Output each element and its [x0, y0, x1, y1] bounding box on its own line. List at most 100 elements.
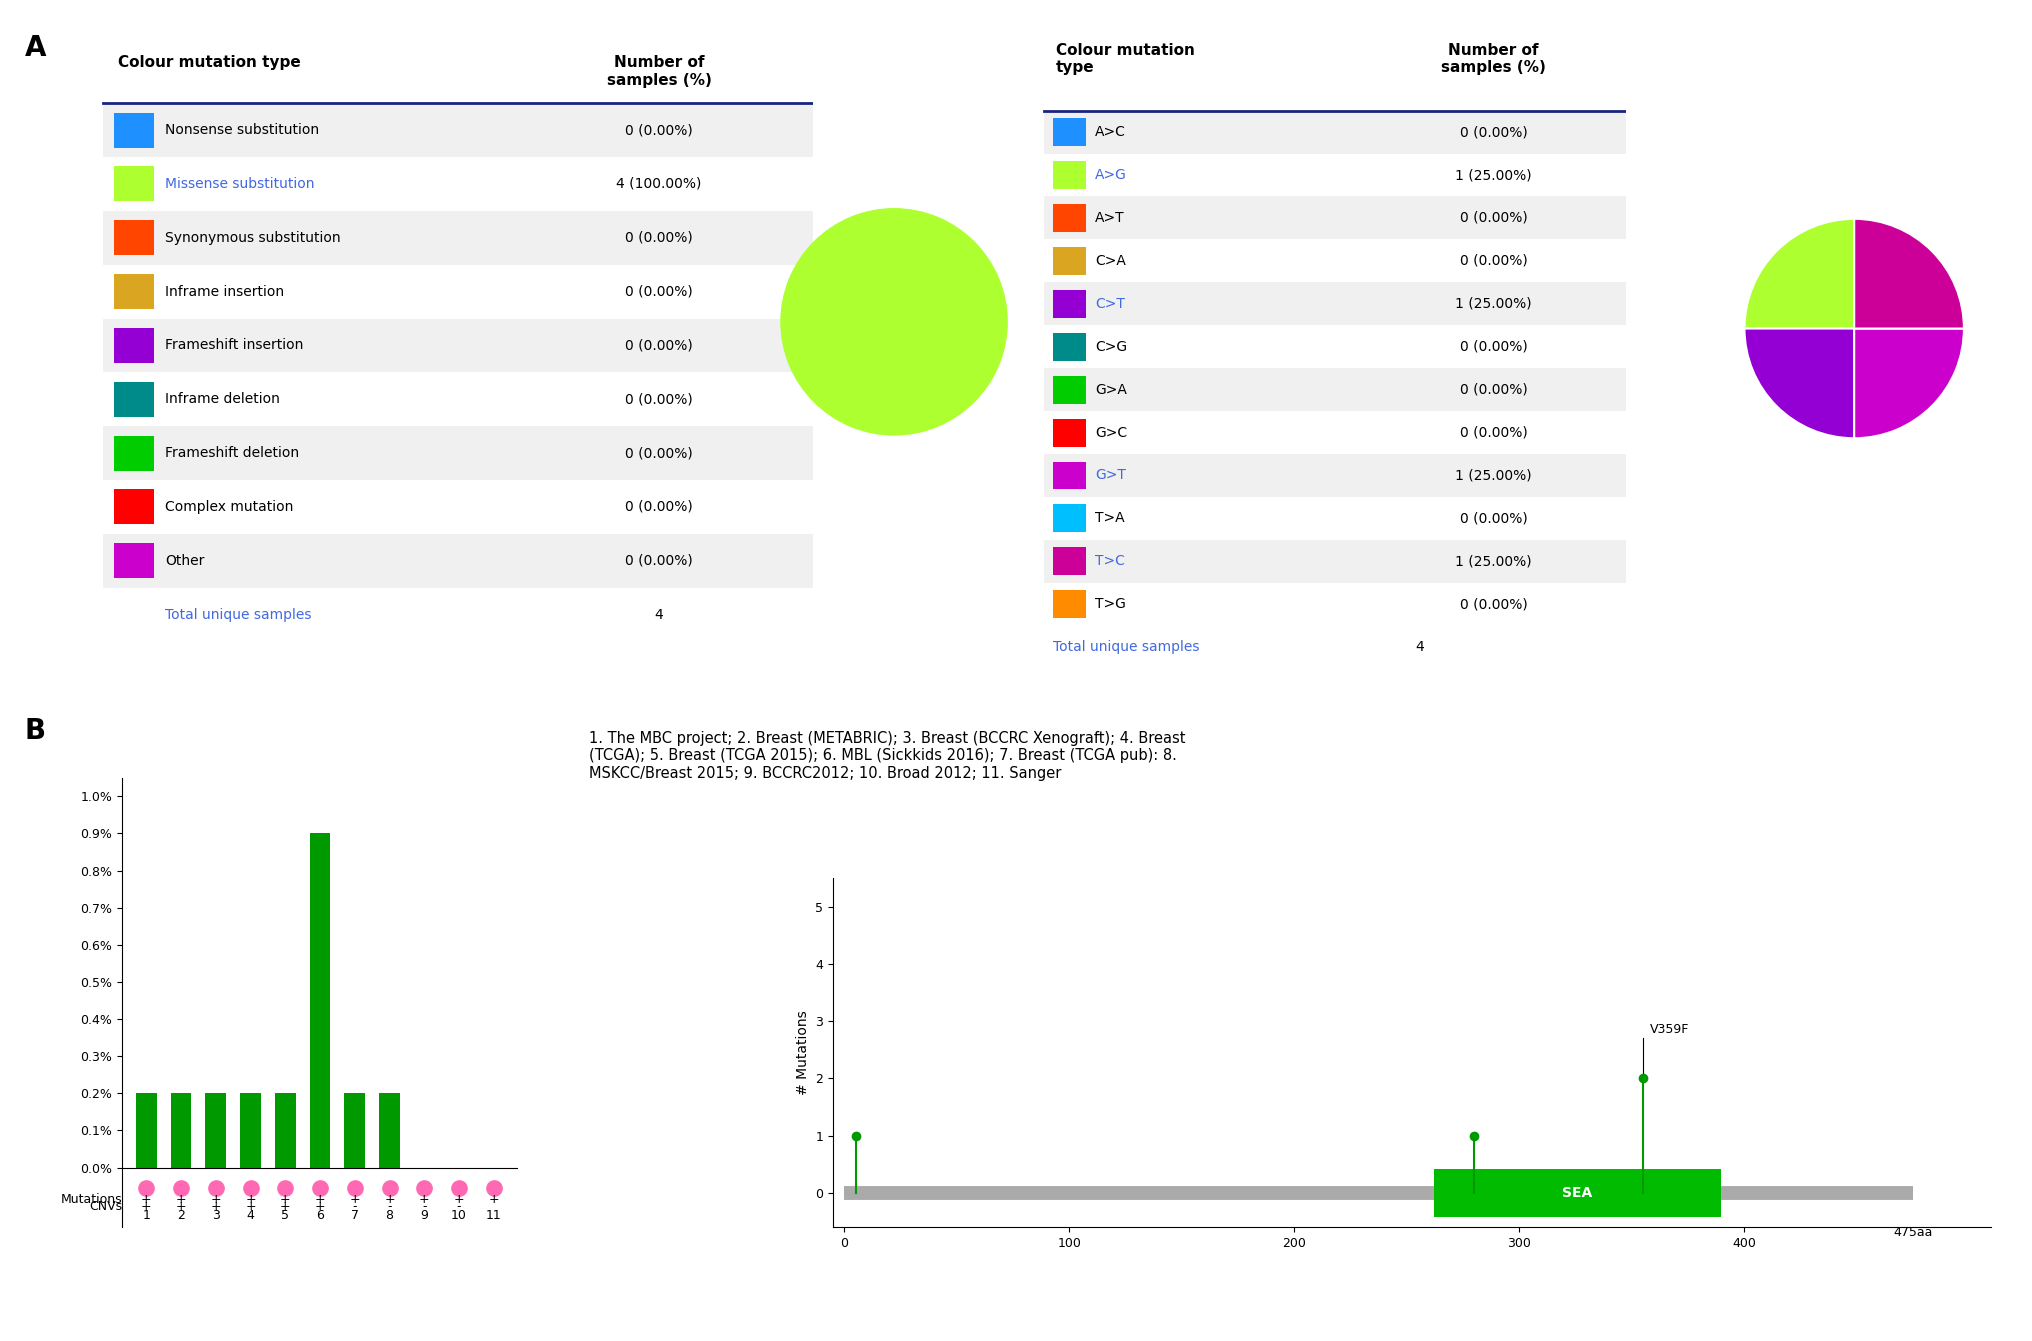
- Text: Number of
samples (%): Number of samples (%): [1441, 43, 1546, 75]
- Wedge shape: [1743, 219, 1853, 329]
- Text: +: +: [280, 1200, 291, 1214]
- Text: Number of
samples (%): Number of samples (%): [608, 55, 711, 87]
- Text: +: +: [453, 1192, 465, 1206]
- Text: 3: 3: [211, 1210, 219, 1223]
- Bar: [114, 329, 154, 363]
- Bar: [104, 480, 813, 534]
- Y-axis label: # Mutations: # Mutations: [797, 1010, 811, 1096]
- Bar: [1044, 412, 1626, 455]
- Text: +: +: [175, 1200, 187, 1214]
- Text: 5: 5: [280, 1210, 289, 1223]
- Bar: [104, 264, 813, 319]
- Text: 0 (0.00%): 0 (0.00%): [626, 284, 693, 299]
- Bar: [1053, 333, 1085, 361]
- Text: V359F: V359F: [1650, 1023, 1689, 1035]
- Bar: [171, 1093, 191, 1168]
- Text: 2: 2: [177, 1210, 185, 1223]
- Text: 4: 4: [246, 1210, 254, 1223]
- Bar: [114, 113, 154, 148]
- Bar: [1044, 540, 1626, 583]
- Text: -: -: [423, 1200, 427, 1214]
- Text: 0 (0.00%): 0 (0.00%): [1459, 211, 1528, 225]
- Bar: [205, 1093, 226, 1168]
- Text: 0 (0.00%): 0 (0.00%): [1459, 425, 1528, 440]
- Text: 0 (0.00%): 0 (0.00%): [626, 393, 693, 406]
- Wedge shape: [780, 208, 1008, 436]
- Text: T>A: T>A: [1095, 511, 1126, 526]
- Text: Colour mutation
type: Colour mutation type: [1057, 43, 1195, 75]
- Text: 4 (100.00%): 4 (100.00%): [616, 177, 701, 190]
- Bar: [1044, 498, 1626, 540]
- Bar: [1053, 375, 1085, 404]
- Bar: [104, 426, 813, 480]
- Text: C>T: C>T: [1095, 296, 1126, 311]
- Text: Complex mutation: Complex mutation: [165, 500, 295, 514]
- Text: 10: 10: [451, 1210, 467, 1223]
- Text: 0 (0.00%): 0 (0.00%): [1459, 511, 1528, 526]
- Text: 9: 9: [421, 1210, 429, 1223]
- Text: 0 (0.00%): 0 (0.00%): [626, 500, 693, 514]
- Text: +: +: [315, 1200, 325, 1214]
- Bar: [1053, 461, 1085, 489]
- Text: 7: 7: [352, 1210, 360, 1223]
- Bar: [1053, 204, 1085, 232]
- Bar: [104, 534, 813, 587]
- Text: 1: 1: [142, 1210, 150, 1223]
- Text: 0 (0.00%): 0 (0.00%): [1459, 339, 1528, 354]
- Bar: [104, 157, 813, 211]
- Text: 1 (25.00%): 1 (25.00%): [1455, 554, 1532, 569]
- Text: +: +: [488, 1192, 500, 1206]
- Bar: [1053, 118, 1085, 146]
- Bar: [1053, 418, 1085, 447]
- Bar: [1044, 283, 1626, 326]
- Bar: [104, 319, 813, 373]
- Text: G>T: G>T: [1095, 468, 1126, 483]
- Text: G>C: G>C: [1095, 425, 1128, 440]
- Bar: [114, 382, 154, 417]
- Bar: [114, 489, 154, 524]
- Text: Colour mutation type: Colour mutation type: [118, 55, 301, 70]
- Bar: [114, 543, 154, 578]
- Bar: [1053, 290, 1085, 318]
- Bar: [114, 166, 154, 201]
- Text: A>T: A>T: [1095, 211, 1126, 225]
- Bar: [104, 211, 813, 264]
- Text: A>C: A>C: [1095, 125, 1126, 139]
- Text: Other: Other: [165, 554, 205, 567]
- Text: A>G: A>G: [1095, 168, 1128, 182]
- Text: 0 (0.00%): 0 (0.00%): [1459, 382, 1528, 397]
- Bar: [1044, 369, 1626, 412]
- Text: +: +: [211, 1200, 221, 1214]
- Text: +: +: [280, 1192, 291, 1206]
- Text: T>C: T>C: [1095, 554, 1126, 569]
- Text: T>G: T>G: [1095, 597, 1126, 611]
- Text: -: -: [352, 1200, 358, 1214]
- Text: CNVs: CNVs: [89, 1200, 122, 1214]
- Text: Nonsense substitution: Nonsense substitution: [165, 123, 319, 137]
- Text: 0 (0.00%): 0 (0.00%): [626, 447, 693, 460]
- Text: 0 (0.00%): 0 (0.00%): [1459, 253, 1528, 268]
- Bar: [114, 274, 154, 310]
- Text: 4: 4: [654, 607, 664, 621]
- Text: +: +: [246, 1200, 256, 1214]
- Text: 0 (0.00%): 0 (0.00%): [626, 554, 693, 567]
- Text: -: -: [457, 1200, 461, 1214]
- Wedge shape: [1743, 329, 1855, 439]
- Bar: [1044, 197, 1626, 240]
- Text: 6: 6: [317, 1210, 323, 1223]
- Bar: [240, 1093, 260, 1168]
- Text: +: +: [211, 1192, 221, 1206]
- Bar: [1435, 1169, 1721, 1216]
- Bar: [1053, 590, 1085, 618]
- Bar: [104, 373, 813, 426]
- Bar: [136, 1093, 156, 1168]
- Text: Frameshift insertion: Frameshift insertion: [165, 338, 303, 353]
- Text: Missense substitution: Missense substitution: [165, 177, 315, 190]
- Bar: [274, 1093, 297, 1168]
- Bar: [1044, 583, 1626, 626]
- Text: +: +: [246, 1192, 256, 1206]
- Wedge shape: [1853, 329, 1963, 439]
- Bar: [1053, 504, 1085, 532]
- Text: 1. The MBC project; 2. Breast (METABRIC); 3. Breast (BCCRC Xenograft); 4. Breast: 1. The MBC project; 2. Breast (METABRIC)…: [589, 731, 1187, 780]
- Bar: [380, 1093, 400, 1168]
